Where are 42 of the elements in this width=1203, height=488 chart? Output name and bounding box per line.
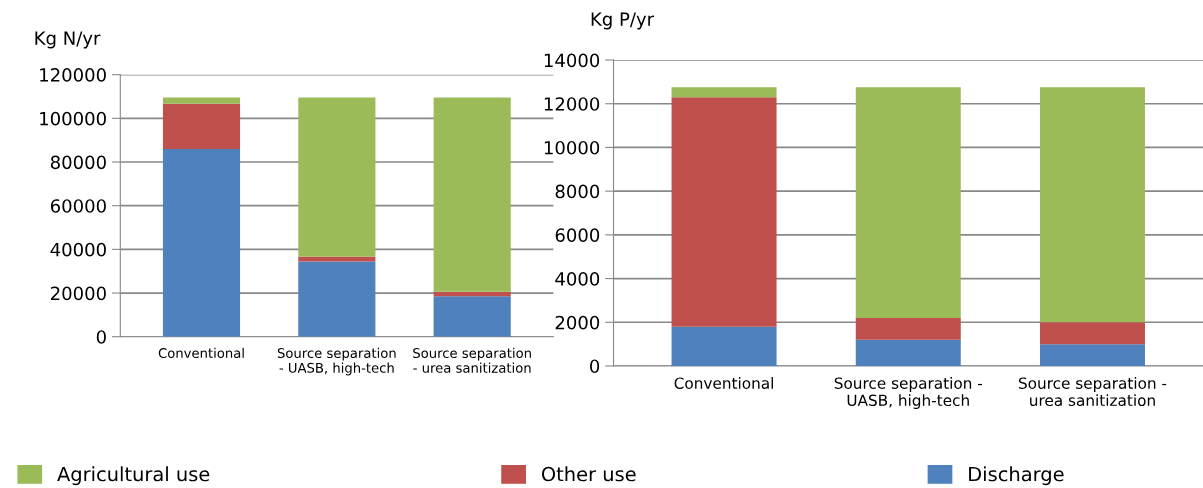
bar: [855, 317, 961, 340]
y-tick-label: 8000: [555, 184, 600, 199]
bar: [162, 103, 241, 149]
y-tick-label: 4000: [555, 272, 600, 286]
y-axis-title: Kg N/yr: [35, 31, 101, 49]
bar: [298, 261, 376, 337]
x-tick-label: Conventional: [674, 377, 773, 389]
legend-label: Discharge: [969, 466, 1064, 486]
x-tick-label: Source separation - urea sanitization: [1018, 377, 1167, 407]
legend-label: Agricultural use: [57, 466, 210, 486]
y-tick-label: 10000: [544, 140, 600, 155]
y-tick-label: 120000: [40, 68, 106, 82]
bar: [433, 296, 511, 337]
x-tick-label: Source separation - UASB, high-tech: [277, 347, 396, 376]
bar: [1039, 344, 1145, 366]
bar: [671, 87, 777, 98]
bar: [1039, 87, 1145, 323]
bar: [671, 97, 777, 327]
y-tick-label: 0: [590, 359, 600, 374]
y-tick-label: 40000: [50, 242, 106, 257]
y-tick-label: 0: [96, 330, 106, 344]
bar: [855, 87, 961, 318]
y-tick-label: 80000: [50, 155, 106, 170]
y-tick-label: 6000: [555, 228, 600, 242]
x-tick-label: Source separation - UASB, high-tech: [834, 377, 983, 409]
bar: [162, 97, 241, 104]
x-tick-label: Conventional: [158, 347, 244, 359]
y-tick-label: 20000: [50, 286, 106, 301]
bar: [855, 339, 961, 366]
bar: [162, 148, 241, 337]
x-tick-label: Source separation - urea sanitization: [413, 347, 531, 373]
bar: [298, 97, 376, 257]
y-axis-title: Kg P/yr: [591, 12, 655, 30]
bar: [1039, 322, 1145, 345]
y-tick-label: 60000: [50, 199, 106, 213]
bar: [671, 326, 777, 366]
y-tick-label: 100000: [40, 111, 106, 126]
y-tick-label: 12000: [544, 97, 600, 111]
legend-label: Other use: [541, 466, 636, 482]
y-tick-label: 14000: [544, 53, 600, 68]
y-tick-label: 2000: [555, 315, 600, 330]
bar: [433, 97, 511, 292]
